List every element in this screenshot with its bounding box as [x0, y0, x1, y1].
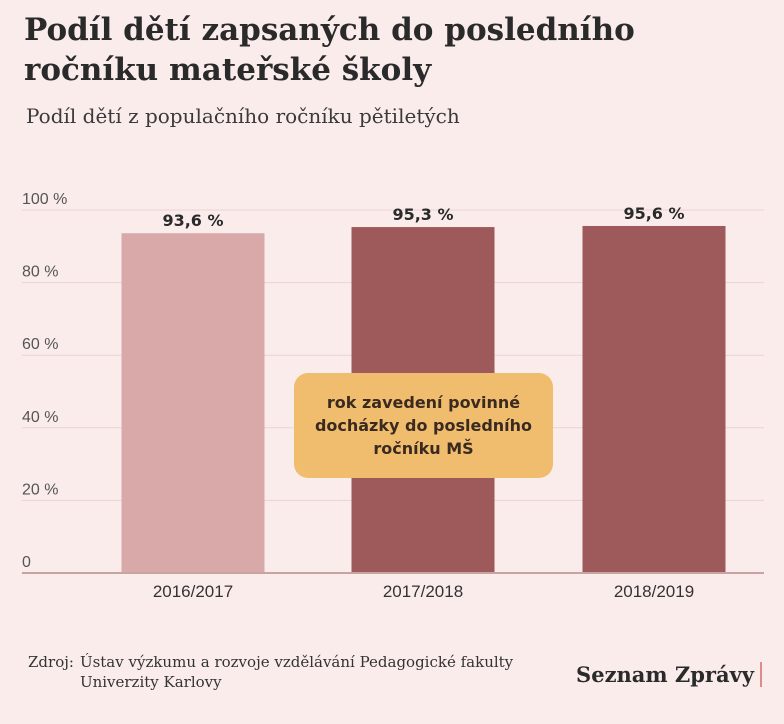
x-tick-label: 2016/2017	[153, 582, 233, 601]
source-text: Ústav výzkumu a rozvoje vzdělávání Pedag…	[79, 653, 514, 691]
bar-value-label: 93,6 %	[162, 211, 223, 230]
source-prefix: Zdroj:	[28, 653, 74, 671]
bar-value-label: 95,6 %	[623, 204, 684, 223]
y-tick-label: 0	[22, 554, 31, 571]
x-tick-label: 2017/2018	[383, 582, 463, 601]
chart-subtitle: Podíl dětí z populačního ročníku pětilet…	[26, 104, 460, 128]
brand-logo: Seznam Zprávy	[576, 662, 762, 687]
bar	[582, 225, 726, 574]
y-tick-label: 100 %	[22, 191, 67, 208]
y-tick-label: 80 %	[22, 264, 58, 281]
bar-value-label: 95,3 %	[392, 205, 453, 224]
y-tick-label: 60 %	[22, 336, 58, 353]
source-note: Zdroj: Ústav výzkumu a rozvoje vzděláván…	[28, 652, 548, 692]
x-tick-label: 2018/2019	[614, 582, 694, 601]
annotation-callout: rok zavedení povinné docházky do posledn…	[294, 373, 553, 478]
bar	[121, 233, 265, 573]
y-tick-label: 20 %	[22, 481, 58, 498]
y-tick-label: 40 %	[22, 409, 58, 426]
chart-title: Podíl dětí zapsaných do posledního roční…	[24, 12, 635, 88]
